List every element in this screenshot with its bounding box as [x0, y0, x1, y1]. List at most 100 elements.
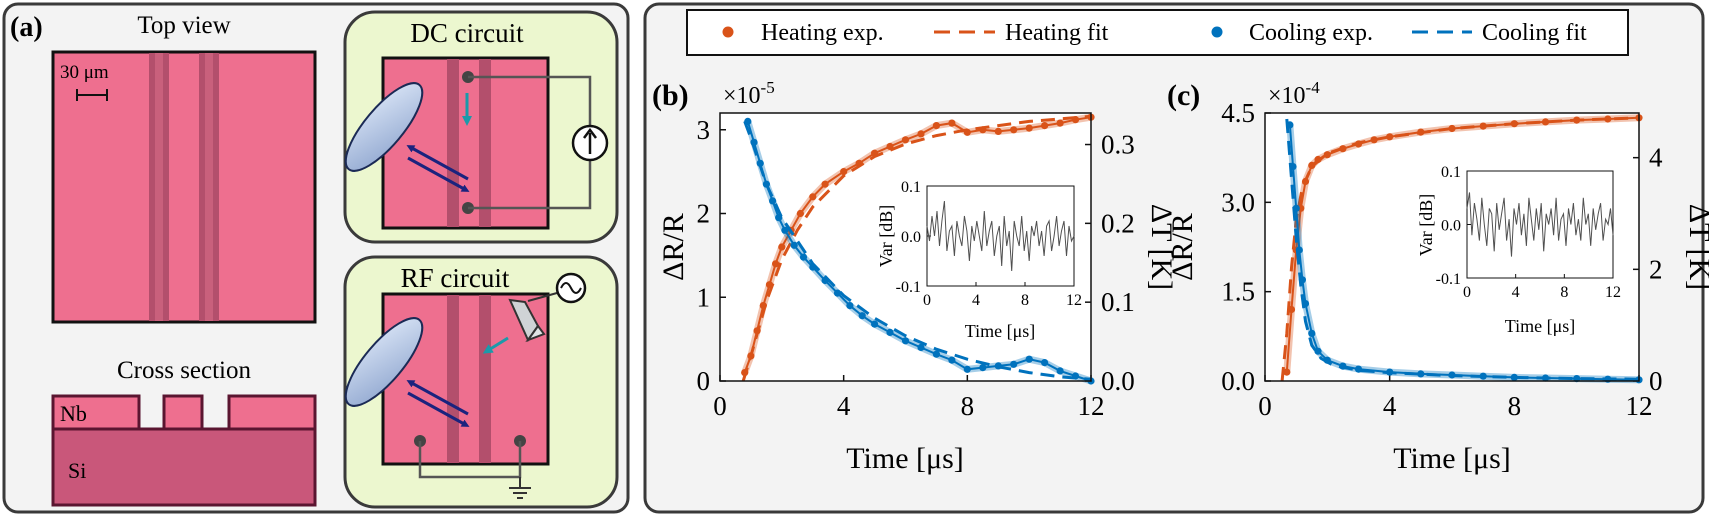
chart-b-heating-exp-point [948, 119, 956, 127]
chart-b-heating-exp-point [772, 260, 780, 268]
si-substrate [51, 427, 317, 507]
chart-b-inset-xtick-label: 0 [923, 292, 931, 309]
chart-b-y2tick-label: 0.0 [1101, 366, 1135, 396]
chart-b-multiplier: ×10-5 [723, 78, 775, 109]
beam-out-arrow-icon [407, 391, 470, 427]
legend-heating-fit: Heating fit [1005, 20, 1109, 46]
chart-b-cooling-exp-point [948, 356, 956, 364]
chart-b-heating-exp-point [809, 193, 817, 201]
chart-b-cooling-exp-point [846, 302, 854, 310]
chart-b-frame [719, 112, 1092, 382]
chart-b-heating-exp-point [901, 136, 910, 144]
chart-b-heating-exp-point [821, 180, 829, 188]
chart-b-heating-exp-point [778, 243, 786, 251]
chart-c-inset-xtick-label: 0 [1463, 284, 1471, 301]
chart-b-heating-exp-point [1025, 124, 1033, 132]
chart-c-cooling-exp-point [1417, 370, 1425, 378]
chart-c-heating-exp-point [1604, 115, 1612, 123]
chart-c-frame [1264, 112, 1640, 382]
chart-c-ytick-label: 4.5 [1221, 98, 1255, 128]
chart-b-ytick-label: 3 [697, 115, 711, 145]
legend-cooling-exp-marker [1211, 26, 1223, 38]
beam-in-arrow-icon [406, 145, 469, 181]
chart-c-inset-ylabel: Var [dB] [1416, 194, 1436, 256]
chart-c-marks: 0 4 8 12 0.0 1.5 3.0 4.5 0 2 4 [1221, 98, 1663, 421]
chart-b-cooling-exp-point [1041, 359, 1049, 367]
nb-strip-center [162, 394, 204, 431]
chart-b-heating-exp-trace [743, 116, 1092, 373]
chart-c-heating-exp-point [1386, 133, 1394, 141]
chart-b-cooling-exp-point [979, 364, 987, 372]
rf-circuit: RF circuit [343, 255, 619, 509]
chart-c-y2tick-label: 2 [1649, 254, 1663, 284]
chart-c-ytick-label: 1.5 [1221, 277, 1255, 307]
chart-c-cooling-exp-point [1308, 329, 1316, 337]
chart-c-ytick-label: 0.0 [1221, 366, 1255, 396]
chart-c-inset-trace [1466, 192, 1614, 257]
chart-b-y2tick-label: 0.2 [1101, 208, 1135, 238]
chart-b-xtick-label: 12 [1078, 391, 1105, 421]
chart-b-ytick-label: 0 [697, 366, 711, 396]
chart-b-heating-exp-point [796, 209, 805, 218]
chart-b-heating-exp-point [1010, 126, 1018, 134]
legend: Heating exp. Heating fit Cooling exp. Co… [686, 9, 1629, 56]
chart-c-cooling-exp-point [1354, 365, 1363, 373]
chart-b-cooling-exp-point [790, 241, 798, 249]
chart-b-cooling-exp-point [886, 328, 894, 336]
chart-c-xtick-label: 4 [1383, 391, 1397, 421]
legend-cooling-fit: Cooling fit [1482, 20, 1587, 46]
chart-b-ytick-label: 2 [697, 199, 711, 229]
chart-b-heating-exp-point [932, 122, 941, 130]
chart-b-ytick-label: 1 [697, 282, 711, 312]
chart-b-inset-xtick-label: 8 [1021, 292, 1029, 309]
beam-in-arrow-icon [406, 380, 469, 416]
chart-b-inset-xlabel: Time [μs] [965, 321, 1036, 341]
panel-a-label: (a) [10, 12, 43, 43]
chart-b-cooling-exp-point [963, 365, 971, 373]
rf-circuit-title: RF circuit [401, 263, 510, 293]
scale-bar-label: 30 μm [60, 62, 109, 83]
chart-b-y2tick-label: 0.3 [1101, 130, 1135, 160]
chart-b-y2tick-label: 0.1 [1101, 287, 1135, 317]
si-label: Si [68, 458, 86, 483]
lens-icon [344, 82, 424, 172]
chart-c-ylabel: ΔR/R [1166, 213, 1199, 281]
chart-b-xtick-label: 4 [837, 391, 851, 421]
beam-out-arrow-icon [407, 156, 470, 192]
chart-c-multiplier: ×10-4 [1268, 78, 1320, 109]
chart-b-cooling-exp-point [1056, 367, 1064, 375]
chart-b-inset-ytick-label: 0.0 [901, 229, 921, 246]
chart-b-heating-fit-line [741, 114, 1092, 382]
scale-bar [76, 89, 108, 101]
chart-b-inset-trace [926, 200, 1075, 272]
chart-b-inset-ytick-label: -0.1 [896, 279, 921, 296]
chart-b-cooling-exp-point [1010, 360, 1018, 368]
chart-c-heating-exp-point [1541, 118, 1550, 126]
chart-c-inset-xtick-label: 12 [1605, 284, 1621, 301]
chart-c-heating-exp-point [1323, 151, 1331, 159]
nb-strip-right [227, 394, 317, 431]
top-view-title: Top view [137, 12, 230, 39]
chart-b-cooling-exp-point [799, 253, 808, 261]
chart-b-y2label: ΔT [K] [1145, 204, 1178, 290]
chart-b-heating-exp-point [917, 130, 925, 138]
chart-c-inset-ytick-label: 0.0 [1441, 218, 1461, 235]
legend-heating-exp-marker [722, 26, 734, 38]
chart-c-inset-frame [1466, 170, 1614, 279]
chart-c-inset-ytick-label: -0.1 [1436, 271, 1461, 288]
chart-b-cooling-exp-point [1025, 355, 1033, 363]
chart-c-y2label: ΔT [K] [1683, 204, 1709, 290]
chart-b-cooling-exp-point [871, 320, 879, 328]
chart-b-inset-ylabel: Var [dB] [876, 205, 896, 267]
chart-b-cooling-exp-point [781, 226, 789, 234]
chart-b-heating-exp-point [1041, 122, 1049, 130]
chart-b-xtick-label: 8 [961, 391, 975, 421]
nb-label: Nb [60, 401, 87, 426]
chart-b-panel-label: (b) [652, 79, 689, 112]
chart-b-heating-exp-point [1056, 119, 1064, 127]
chart-b-cooling-exp-point [858, 312, 866, 320]
panel-a: (a) Top view 30 μm Cross section Nb Si D… [2, 2, 630, 514]
